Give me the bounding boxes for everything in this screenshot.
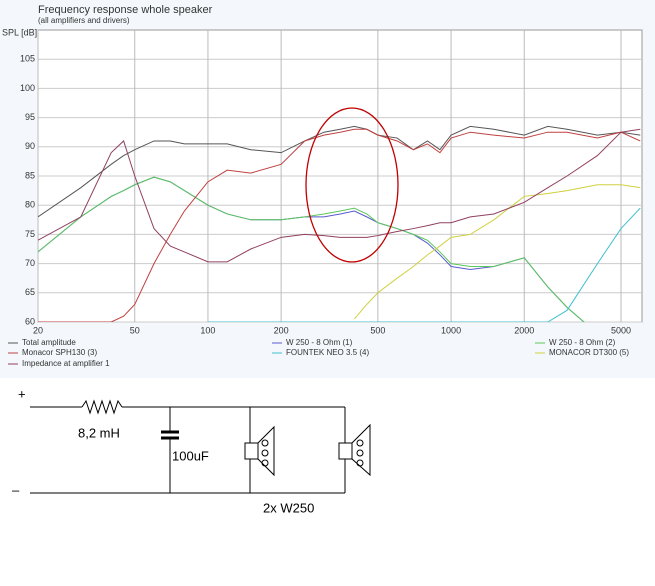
plus-label: + xyxy=(18,386,26,401)
y-tick-label: 70 xyxy=(25,258,35,268)
y-tick-label: 75 xyxy=(25,229,35,239)
capacitor-label: 100uF xyxy=(172,448,209,463)
legend-label: W 250 - 8 Ohm (1) xyxy=(286,338,353,347)
legend-label: Monacor SPH130 (3) xyxy=(22,348,97,357)
series-line xyxy=(38,125,641,218)
legend-label: MONACOR DT300 (5) xyxy=(549,348,629,357)
chart-subtitle: (all amplifiers and drivers) xyxy=(38,16,130,25)
highlight-ellipse xyxy=(305,107,399,263)
y-tick-label: 65 xyxy=(25,287,35,297)
x-tick-label: 1000 xyxy=(441,325,461,335)
y-tick-label: 105 xyxy=(20,54,35,64)
y-tick-label: 80 xyxy=(25,200,35,210)
series-line xyxy=(38,176,585,322)
legend-label: Total amplitude xyxy=(22,338,76,347)
series-line xyxy=(207,207,641,322)
speaker-label: 2x W250 xyxy=(263,500,314,515)
x-tick-label: 200 xyxy=(274,325,289,335)
y-tick-label: 60 xyxy=(25,316,35,326)
y-tick-label: 95 xyxy=(25,112,35,122)
legend-label: W 250 - 8 Ohm (2) xyxy=(549,338,616,347)
x-tick-label: 2000 xyxy=(514,325,534,335)
lines xyxy=(38,125,641,322)
x-tick-label: 100 xyxy=(200,325,215,335)
x-tick-label: 20 xyxy=(33,325,43,335)
series-line xyxy=(353,184,641,320)
minus-label: – xyxy=(12,482,20,497)
x-tick-label: 50 xyxy=(130,325,140,335)
legend-label: FOUNTEK NEO 3.5 (4) xyxy=(286,348,369,357)
x-tick-label: 5000 xyxy=(611,325,631,335)
y-tick-label: 85 xyxy=(25,170,35,180)
y-tick-label: 90 xyxy=(25,141,35,151)
schematic: + – 8,2 mH 100uF 2x W250 xyxy=(12,386,371,515)
grid: 60 65 70 75 80 85 90 95 100 105 20 50 100 200 500 1000 2… xyxy=(20,30,642,335)
y-axis-label: SPL [dB] xyxy=(2,27,37,37)
inductor-label: 8,2 mH xyxy=(78,425,120,440)
x-tick-label: 500 xyxy=(370,325,385,335)
legend: Total amplitude W 250 - 8 Ohm (1) W 250 - … xyxy=(8,338,629,368)
legend-label: Impedance at amplifier 1 xyxy=(22,359,110,368)
y-tick-label: 100 xyxy=(20,83,35,93)
chart-title: Frequency response whole speaker xyxy=(38,4,213,16)
series-line xyxy=(38,128,641,263)
series-line xyxy=(38,128,641,322)
